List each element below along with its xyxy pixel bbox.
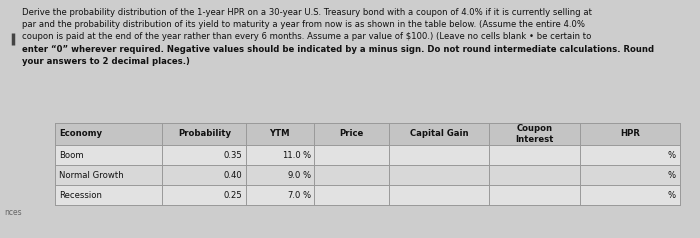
Text: Recession: Recession (59, 190, 102, 199)
Text: 0.40: 0.40 (223, 170, 242, 179)
Text: %: % (668, 150, 676, 159)
Text: HPR: HPR (620, 129, 641, 139)
Text: Coupon
Interest: Coupon Interest (515, 124, 554, 144)
Text: %: % (668, 190, 676, 199)
Text: 9.0: 9.0 (288, 170, 301, 179)
Text: enter “0” wherever required. Negative values should be indicated by a minus sign: enter “0” wherever required. Negative va… (22, 45, 654, 66)
Bar (55, 185, 680, 205)
Text: Price: Price (340, 129, 364, 139)
Text: nces: nces (4, 208, 22, 217)
Text: Boom: Boom (59, 150, 83, 159)
Text: %: % (303, 190, 311, 199)
Text: %: % (668, 170, 676, 179)
Text: Economy: Economy (59, 129, 102, 139)
Text: Normal Growth: Normal Growth (59, 170, 124, 179)
Text: 0.25: 0.25 (223, 190, 242, 199)
Text: YTM: YTM (270, 129, 290, 139)
Text: %: % (303, 150, 311, 159)
Bar (55, 145, 680, 165)
Text: 7.0: 7.0 (288, 190, 301, 199)
Bar (55, 123, 680, 145)
Text: 11.0: 11.0 (282, 150, 301, 159)
Text: Capital Gain: Capital Gain (410, 129, 468, 139)
Text: 0.35: 0.35 (223, 150, 242, 159)
Text: %: % (303, 170, 311, 179)
Text: Derive the probability distribution of the 1-year HPR on a 30-year U.S. Treasury: Derive the probability distribution of t… (22, 8, 592, 41)
Bar (55, 165, 680, 185)
Text: Probability: Probability (178, 129, 231, 139)
